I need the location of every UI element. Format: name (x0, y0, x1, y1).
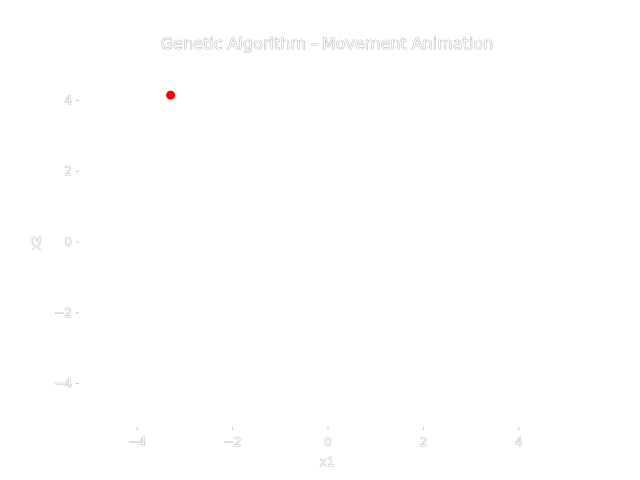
x-tick-label: −2 (224, 435, 242, 449)
y-tick-label: 4 (64, 93, 72, 107)
y-tick-label: −4 (54, 377, 72, 391)
x-tick-label: 4 (515, 435, 523, 449)
x-axis-ticks: −4 −2 0 2 4 (128, 427, 523, 449)
y-axis-ticks: 4 2 0 −2 −4 (54, 93, 79, 391)
data-points (166, 90, 176, 100)
y-tick-label: 2 (64, 164, 72, 178)
y-tick-label: −2 (54, 306, 72, 320)
data-point (166, 90, 176, 100)
x-tick-label: 2 (420, 435, 428, 449)
x-tick-label: −4 (128, 435, 146, 449)
x-tick-label: 0 (324, 435, 332, 449)
chart-title: Genetic Algorithm - Movement Animation (161, 34, 494, 53)
y-tick-label: 0 (64, 235, 72, 249)
x-axis-label: x1 (320, 455, 335, 469)
y-axis-label: x2 (29, 236, 43, 251)
